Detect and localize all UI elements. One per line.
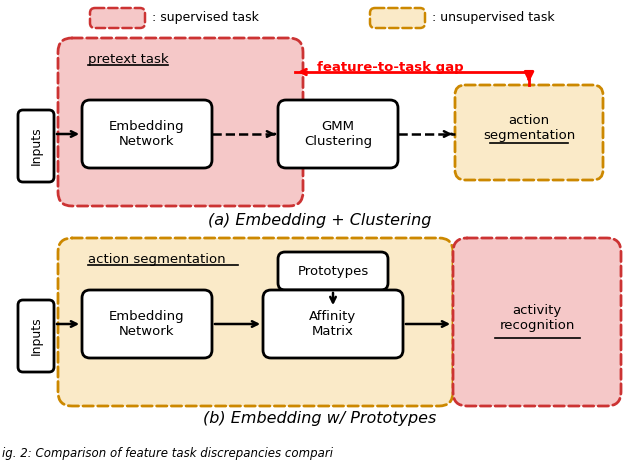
Text: action
segmentation: action segmentation xyxy=(483,114,575,142)
FancyBboxPatch shape xyxy=(278,252,388,290)
Text: : supervised task: : supervised task xyxy=(152,12,259,24)
FancyBboxPatch shape xyxy=(18,110,54,182)
Text: (a) Embedding + Clustering: (a) Embedding + Clustering xyxy=(208,212,432,227)
Text: Inputs: Inputs xyxy=(29,317,42,355)
Text: : unsupervised task: : unsupervised task xyxy=(432,12,555,24)
FancyBboxPatch shape xyxy=(82,290,212,358)
FancyBboxPatch shape xyxy=(263,290,403,358)
FancyBboxPatch shape xyxy=(278,100,398,168)
Text: Affinity
Matrix: Affinity Matrix xyxy=(309,310,356,338)
FancyBboxPatch shape xyxy=(82,100,212,168)
FancyBboxPatch shape xyxy=(18,300,54,372)
Text: pretext task: pretext task xyxy=(88,54,168,66)
Text: action segmentation: action segmentation xyxy=(88,254,226,267)
Text: GMM
Clustering: GMM Clustering xyxy=(304,120,372,148)
Text: ig. 2: Comparison of feature task discrepancies compari: ig. 2: Comparison of feature task discre… xyxy=(2,446,333,460)
FancyBboxPatch shape xyxy=(90,8,145,28)
FancyBboxPatch shape xyxy=(370,8,425,28)
Text: Embedding
Network: Embedding Network xyxy=(109,310,185,338)
Text: Inputs: Inputs xyxy=(29,127,42,165)
Text: (b) Embedding w/ Prototypes: (b) Embedding w/ Prototypes xyxy=(204,410,436,425)
Text: feature-to-task gap: feature-to-task gap xyxy=(317,62,463,75)
FancyBboxPatch shape xyxy=(455,85,603,180)
FancyBboxPatch shape xyxy=(453,238,621,406)
Text: Prototypes: Prototypes xyxy=(298,264,369,277)
FancyBboxPatch shape xyxy=(58,38,303,206)
Text: Embedding
Network: Embedding Network xyxy=(109,120,185,148)
FancyBboxPatch shape xyxy=(58,238,453,406)
Text: activity
recognition: activity recognition xyxy=(499,304,575,332)
